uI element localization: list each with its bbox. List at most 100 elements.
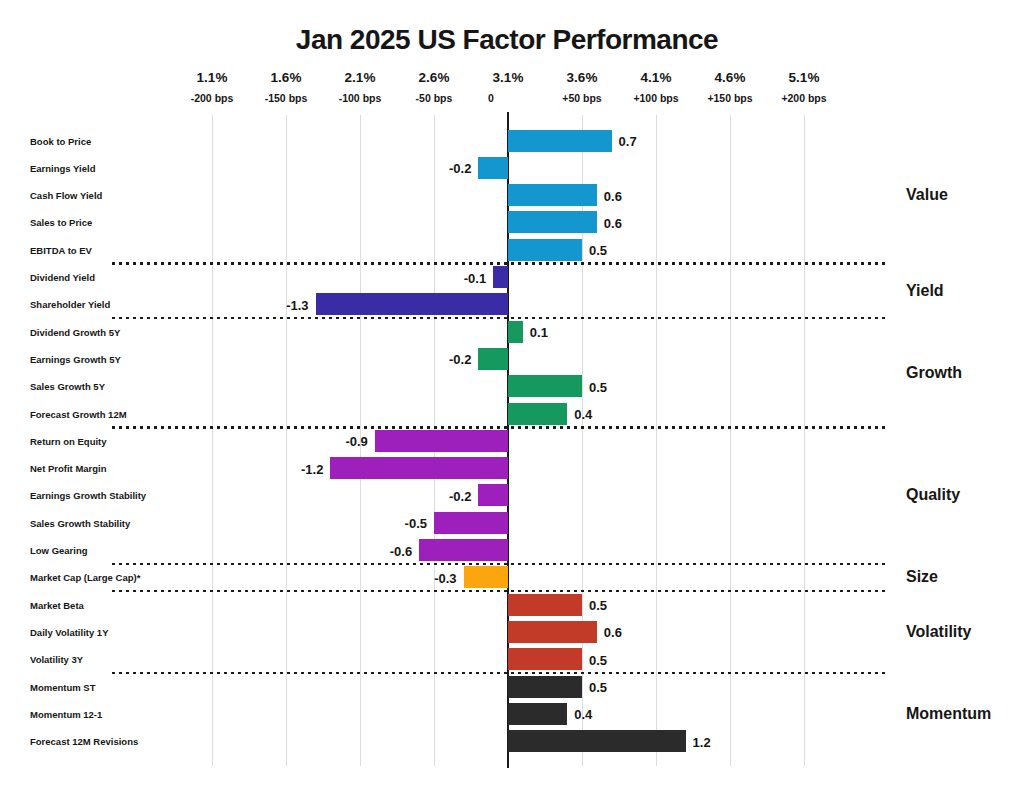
factor-label: Return on Equity (30, 435, 210, 446)
factor-bar (478, 484, 508, 506)
factor-label: Daily Volatility 1Y (30, 626, 210, 637)
axis-percent-tick: 1.6% (271, 70, 302, 85)
group-label-momentum: Momentum (906, 705, 991, 723)
axis-percent-tick: 1.1% (197, 70, 228, 85)
factor-label: Sales to Price (30, 217, 210, 228)
axis-bps-tick: +150 bps (707, 92, 752, 104)
factor-bar (508, 184, 597, 206)
axis-percent-tick: 2.6% (419, 70, 450, 85)
factor-label: Cash Flow Yield (30, 190, 210, 201)
bar-value-label: 0.6 (604, 215, 622, 230)
factor-bar (478, 157, 508, 179)
bar-value-label: 0.6 (604, 625, 622, 640)
bar-value-label: 0.4 (574, 407, 592, 422)
group-separator (112, 426, 888, 429)
gridline (730, 115, 731, 766)
gridline (286, 115, 287, 766)
group-separator (112, 262, 888, 265)
bar-value-label: 0.7 (619, 134, 637, 149)
factor-bar (493, 266, 508, 288)
factor-bar (419, 539, 508, 561)
bar-value-label: -0.6 (390, 543, 412, 558)
factor-performance-chart: Jan 2025 US Factor Performance 1.1% 1.6% 2… (0, 0, 1024, 794)
factor-label: Earnings Yield (30, 162, 210, 173)
factor-label: Volatility 3Y (30, 654, 210, 665)
bar-value-label: 0.5 (589, 243, 607, 258)
gridline (212, 115, 213, 766)
bar-value-label: -0.2 (449, 352, 471, 367)
group-separator (112, 672, 888, 675)
bar-value-label: 0.5 (589, 680, 607, 695)
bar-value-label: 0.5 (589, 598, 607, 613)
factor-label: EBITDA to EV (30, 244, 210, 255)
axis-percent-tick: 4.6% (715, 70, 746, 85)
factor-label: Earnings Growth 5Y (30, 353, 210, 364)
bar-value-label: -1.2 (301, 461, 323, 476)
bar-value-label: -0.9 (345, 434, 367, 449)
group-label-size: Size (906, 568, 938, 586)
factor-bar (434, 512, 508, 534)
factor-bar (508, 321, 523, 343)
chart-title: Jan 2025 US Factor Performance (0, 24, 1014, 56)
group-separator (112, 590, 888, 593)
factor-label: Momentum ST (30, 681, 210, 692)
factor-bar (508, 130, 612, 152)
factor-bar (508, 375, 582, 397)
axis-percent-tick: 2.1% (345, 70, 376, 85)
group-label-value: Value (906, 186, 948, 204)
factor-label: Sales Growth Stability (30, 517, 210, 528)
factor-label: Market Beta (30, 599, 210, 610)
factor-label: Shareholder Yield (30, 299, 210, 310)
factor-bar (464, 566, 508, 588)
bar-value-label: -0.2 (449, 161, 471, 176)
factor-bar (508, 676, 582, 698)
axis-bps-tick: -200 bps (191, 92, 234, 104)
group-separator (112, 317, 888, 320)
group-label-growth: Growth (906, 364, 962, 382)
axis-bps-tick: +50 bps (562, 92, 601, 104)
factor-label: Sales Growth 5Y (30, 381, 210, 392)
group-label-yield: Yield (906, 282, 944, 300)
factor-label: Book to Price (30, 135, 210, 146)
gridline (656, 115, 657, 766)
axis-bps-tick: +100 bps (633, 92, 678, 104)
bar-value-label: 0.5 (589, 379, 607, 394)
factor-bar (508, 239, 582, 261)
factor-bar (478, 348, 508, 370)
axis-bps-tick: -150 bps (265, 92, 308, 104)
factor-label: Earnings Growth Stability (30, 490, 210, 501)
factor-bar (508, 594, 582, 616)
axis-bps-tick: +200 bps (781, 92, 826, 104)
group-label-quality: Quality (906, 486, 960, 504)
axis-percent-tick: 4.1% (641, 70, 672, 85)
bar-value-label: 0.4 (574, 707, 592, 722)
factor-bar (508, 621, 597, 643)
bar-value-label: -1.3 (286, 297, 308, 312)
axis-percent-tick: 5.1% (789, 70, 820, 85)
axis-percent-tick: 3.1% (493, 70, 524, 85)
factor-label: Dividend Yield (30, 272, 210, 283)
bar-value-label: -0.5 (405, 516, 427, 531)
bar-value-label: -0.3 (434, 570, 456, 585)
axis-bps-tick: -50 bps (416, 92, 453, 104)
factor-bar (508, 648, 582, 670)
factor-label: Net Profit Margin (30, 463, 210, 474)
factor-bar (508, 211, 597, 233)
axis-percent-tick: 3.6% (567, 70, 598, 85)
factor-label: Momentum 12-1 (30, 708, 210, 719)
factor-label: Forecast Growth 12M (30, 408, 210, 419)
group-label-volatility: Volatility (906, 623, 972, 641)
factor-label: Forecast 12M Revisions (30, 736, 210, 747)
bar-value-label: -0.2 (449, 488, 471, 503)
factor-label: Dividend Growth 5Y (30, 326, 210, 337)
bar-value-label: 0.5 (589, 652, 607, 667)
factor-bar (330, 457, 508, 479)
factor-bar (375, 430, 508, 452)
axis-bps-tick: 0 (488, 92, 494, 104)
factor-label: Low Gearing (30, 545, 210, 556)
bar-value-label: -0.1 (464, 270, 486, 285)
bar-value-label: 0.1 (530, 325, 548, 340)
factor-label: Market Cap (Large Cap)* (30, 572, 210, 583)
factor-bar (508, 703, 567, 725)
factor-bar (508, 403, 567, 425)
